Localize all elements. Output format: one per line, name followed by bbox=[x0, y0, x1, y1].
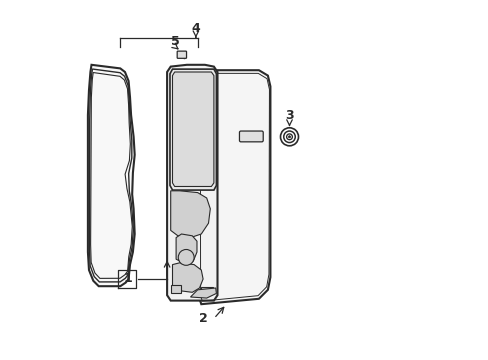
Polygon shape bbox=[88, 65, 134, 286]
Polygon shape bbox=[172, 263, 203, 292]
Text: 1: 1 bbox=[123, 273, 132, 285]
Polygon shape bbox=[199, 70, 270, 304]
Circle shape bbox=[178, 249, 194, 265]
Text: 2: 2 bbox=[198, 312, 207, 325]
Text: 4: 4 bbox=[191, 22, 200, 35]
Circle shape bbox=[288, 136, 290, 138]
Text: 3: 3 bbox=[285, 109, 293, 122]
Text: 5: 5 bbox=[171, 35, 180, 48]
Polygon shape bbox=[170, 191, 210, 238]
Polygon shape bbox=[167, 65, 217, 301]
Polygon shape bbox=[176, 234, 197, 265]
Polygon shape bbox=[190, 288, 216, 298]
FancyBboxPatch shape bbox=[239, 131, 263, 142]
Polygon shape bbox=[172, 72, 213, 186]
Bar bbox=[200, 287, 213, 293]
Bar bbox=[170, 285, 181, 293]
FancyBboxPatch shape bbox=[177, 51, 186, 58]
Polygon shape bbox=[170, 69, 216, 190]
